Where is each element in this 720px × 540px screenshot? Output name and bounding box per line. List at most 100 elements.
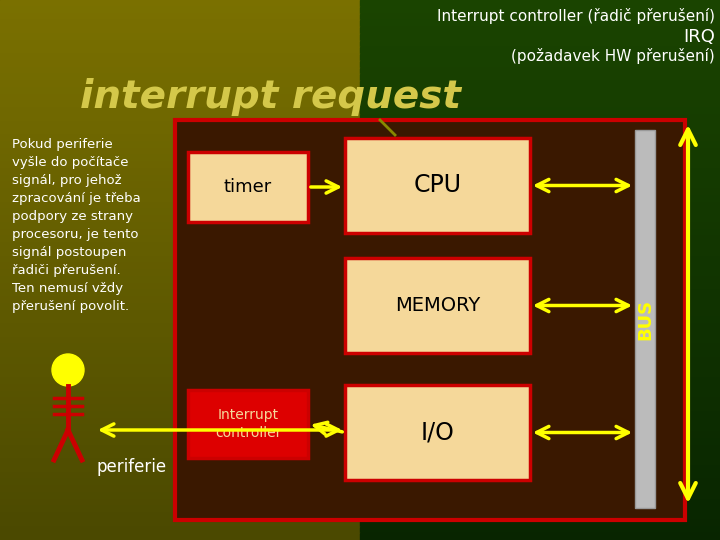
Bar [360, 472, 720, 480]
Bar [360, 399, 720, 406]
Bar [0, 14, 360, 21]
Bar [360, 222, 720, 231]
Bar [0, 438, 360, 447]
Bar [360, 338, 720, 345]
Bar [0, 222, 360, 231]
Bar [360, 168, 720, 177]
Text: interrupt request: interrupt request [79, 78, 461, 116]
Bar [0, 108, 360, 116]
Bar [0, 33, 360, 42]
Bar [0, 47, 360, 55]
Bar [0, 189, 360, 197]
Bar [360, 6, 720, 15]
Bar [0, 202, 360, 210]
Bar [360, 534, 720, 540]
Bar [0, 128, 360, 136]
Text: (požadavek HW přerušení): (požadavek HW přerušení) [511, 48, 715, 64]
Bar [360, 27, 720, 35]
Bar [360, 426, 720, 433]
Bar [0, 405, 360, 413]
Bar [0, 303, 360, 312]
Bar [0, 141, 360, 150]
Circle shape [52, 354, 84, 386]
Bar [0, 237, 360, 244]
Text: Interrupt controller (řadič přerušení): Interrupt controller (řadič přerušení) [437, 8, 715, 24]
Bar [360, 486, 720, 494]
Bar [0, 507, 360, 514]
Bar [360, 500, 720, 507]
Bar [0, 392, 360, 399]
Bar [360, 141, 720, 150]
Bar [0, 81, 360, 89]
Bar [0, 432, 360, 440]
Bar [360, 310, 720, 318]
Bar [360, 284, 720, 291]
Bar [0, 168, 360, 177]
Bar [0, 156, 360, 163]
Text: periferie: periferie [96, 458, 166, 476]
Bar [0, 324, 360, 332]
Bar [0, 176, 360, 183]
Bar [360, 364, 720, 372]
Bar [0, 411, 360, 420]
Bar [0, 230, 360, 237]
Bar [0, 162, 360, 170]
Bar [360, 189, 720, 197]
Bar [635, 130, 655, 508]
Bar [360, 33, 720, 42]
Bar [360, 108, 720, 116]
Bar [0, 480, 360, 487]
Bar [360, 465, 720, 474]
Bar [0, 6, 360, 15]
Bar [360, 60, 720, 69]
Bar [0, 40, 360, 48]
Bar [360, 135, 720, 143]
Text: BUS: BUS [636, 299, 654, 340]
Bar [360, 357, 720, 366]
Bar [360, 68, 720, 75]
Bar [0, 115, 360, 123]
Bar [0, 249, 360, 258]
Bar [0, 122, 360, 129]
Bar [0, 27, 360, 35]
Bar [0, 486, 360, 494]
Bar [360, 195, 720, 204]
Bar [0, 310, 360, 318]
Bar [360, 418, 720, 426]
Bar [360, 0, 720, 8]
Bar [0, 446, 360, 453]
Bar [360, 256, 720, 264]
Bar [360, 202, 720, 210]
Bar [360, 345, 720, 352]
Bar [360, 276, 720, 285]
Bar [0, 256, 360, 264]
Bar [0, 459, 360, 467]
Bar [360, 372, 720, 379]
Bar [360, 507, 720, 514]
Bar [360, 324, 720, 332]
Bar [0, 263, 360, 271]
Bar [0, 291, 360, 298]
Bar [0, 384, 360, 393]
Bar [360, 162, 720, 170]
Bar [360, 54, 720, 62]
Bar [0, 209, 360, 217]
Bar [360, 249, 720, 258]
Bar [0, 60, 360, 69]
Bar [360, 47, 720, 55]
Bar [0, 465, 360, 474]
Bar [345, 385, 530, 480]
Bar [0, 195, 360, 204]
Bar [0, 284, 360, 291]
Bar [0, 453, 360, 460]
Bar [175, 120, 685, 520]
Bar [360, 519, 720, 528]
Bar [360, 230, 720, 237]
Bar [0, 519, 360, 528]
Bar [188, 152, 308, 222]
Bar [0, 0, 360, 8]
Bar [0, 500, 360, 507]
Bar [360, 237, 720, 244]
Bar [0, 351, 360, 359]
Bar [0, 372, 360, 379]
